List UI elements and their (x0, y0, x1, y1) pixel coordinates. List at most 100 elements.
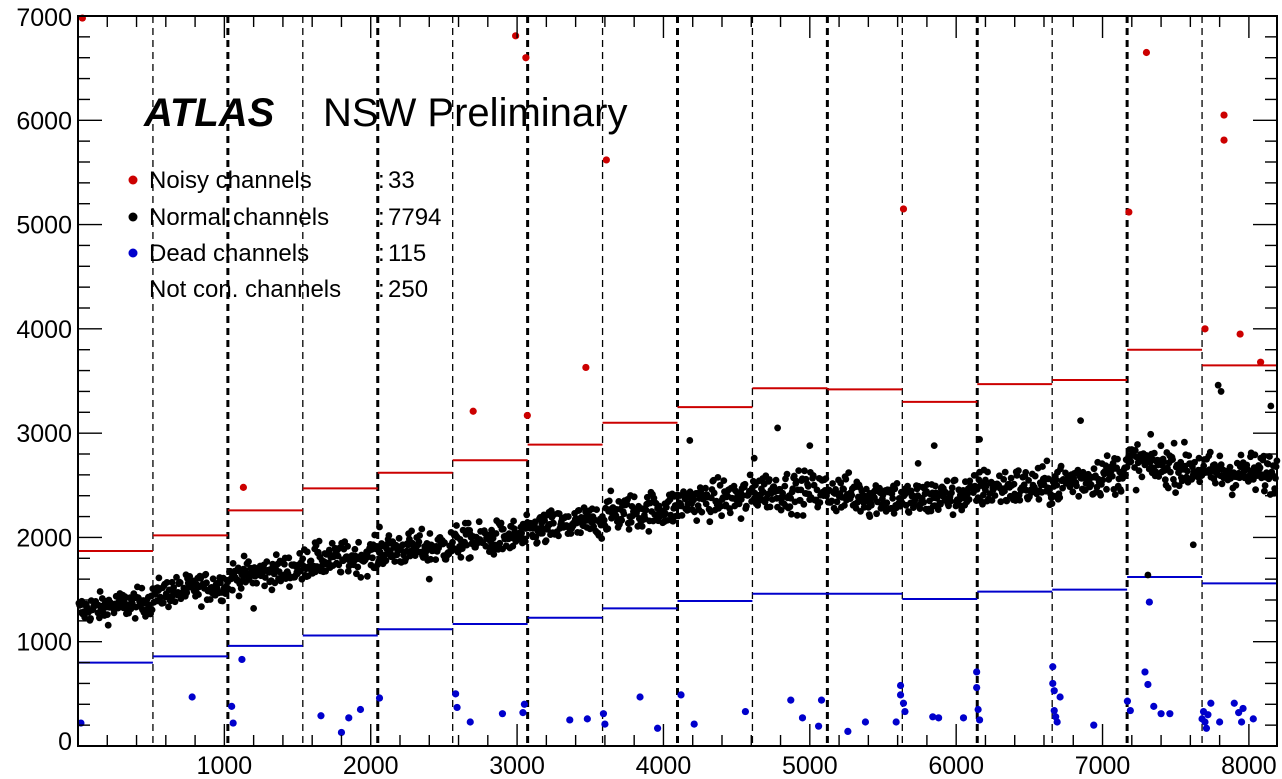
normal-point (206, 596, 214, 603)
normal-point (334, 552, 342, 560)
normal-point (416, 532, 423, 539)
normal-point (620, 510, 628, 518)
normal-point (845, 469, 853, 476)
dead-point (690, 720, 698, 728)
normal-point (385, 532, 393, 539)
normal-point (170, 584, 178, 592)
dead-point (498, 710, 507, 718)
normal-point (1252, 486, 1259, 494)
dead-point (929, 713, 937, 721)
legend-count: 33 (388, 167, 415, 194)
dead-point (787, 696, 795, 704)
normal-point (991, 492, 999, 499)
normal-point (335, 561, 343, 569)
normal-point (325, 546, 333, 554)
dead-point (1202, 724, 1211, 732)
dead-point (1050, 706, 1058, 715)
dead-point (901, 707, 909, 716)
normal-point (951, 476, 959, 484)
dead-point (520, 700, 529, 708)
normal-point (457, 553, 465, 561)
dead-point (1141, 668, 1149, 676)
normal-point (427, 555, 434, 563)
plot-frame (77, 15, 1278, 747)
normal-point (1020, 481, 1028, 489)
normal-point (253, 579, 260, 587)
normal-point (932, 482, 939, 490)
normal-point (842, 475, 850, 483)
normal-point (1073, 482, 1080, 490)
normal-point (1022, 469, 1030, 476)
normal-point (612, 512, 620, 520)
normal-point (690, 496, 698, 504)
normal-point (741, 480, 749, 488)
normal-point (475, 518, 483, 526)
normal-point (890, 510, 898, 517)
legend-marker (128, 248, 138, 258)
y-tick-label: 4000 (16, 316, 72, 344)
normal-point (1052, 476, 1060, 483)
normal-point (965, 496, 973, 503)
normal-point (891, 485, 899, 493)
noisy-point (1220, 136, 1228, 144)
normal-point (630, 493, 638, 501)
normal-point (774, 424, 782, 432)
normal-point (947, 497, 955, 505)
normal-point (1135, 467, 1143, 475)
normal-point (1127, 458, 1135, 465)
normal-point (702, 484, 709, 492)
legend-separator: : (378, 240, 385, 267)
normal-point (714, 474, 722, 481)
x-tick-label: 2000 (343, 752, 399, 779)
normal-point (104, 611, 111, 618)
normal-point (1000, 476, 1008, 483)
normal-point (1090, 465, 1098, 473)
normal-point (159, 599, 167, 607)
normal-point (344, 567, 352, 575)
dead-point (452, 690, 460, 698)
dead-channel-points (77, 598, 1257, 737)
normal-point (466, 530, 474, 538)
normal-point (1185, 452, 1193, 459)
dead-point (817, 696, 826, 704)
normal-point (1075, 492, 1083, 500)
normal-point (988, 497, 996, 504)
normal-point (567, 530, 575, 537)
dead-point (188, 693, 196, 701)
normal-point (942, 488, 949, 496)
normal-point (1256, 464, 1264, 472)
normal-point (1232, 481, 1240, 489)
dead-point (1123, 697, 1132, 705)
normal-point (1108, 472, 1116, 480)
normal-point (307, 557, 315, 565)
threshold-lines (78, 348, 1277, 664)
normal-point (245, 558, 252, 565)
normal-point (873, 510, 880, 518)
normal-point (299, 555, 307, 563)
normal-point (984, 468, 991, 476)
y-tick-label: 2000 (16, 524, 72, 552)
normal-point (667, 511, 675, 519)
dead-point (1049, 663, 1057, 671)
normal-point (1160, 458, 1168, 466)
normal-point (510, 517, 517, 525)
normal-point (1053, 481, 1061, 489)
normal-point (176, 579, 184, 586)
normal-point (195, 591, 202, 598)
normal-point (395, 534, 403, 542)
normal-point (702, 500, 710, 508)
normal-point (449, 538, 456, 546)
normal-point (1147, 430, 1155, 438)
normal-point (453, 522, 460, 529)
normal-point (533, 539, 541, 546)
normal-point (1175, 482, 1183, 490)
noisy-point (239, 483, 247, 491)
normal-point (678, 512, 686, 519)
normal-point (1117, 487, 1125, 495)
normal-point (371, 531, 379, 539)
normal-point (1244, 466, 1251, 473)
normal-point (426, 530, 434, 537)
normal-point (1069, 488, 1077, 496)
normal-point (202, 570, 210, 578)
